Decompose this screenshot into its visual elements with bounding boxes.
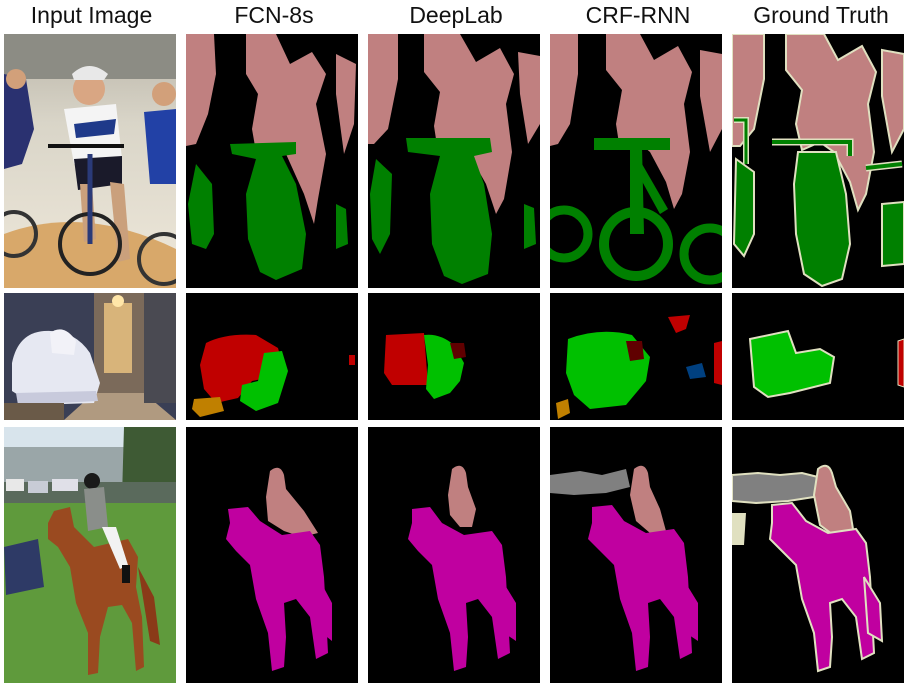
crf-rnn-result-horse-rider: [550, 427, 722, 683]
deeplab-result-cyclists: [368, 34, 540, 288]
deeplab-result-living-room: [368, 293, 540, 420]
column-header-input-image: Input Image: [30, 2, 153, 28]
ground-truth-cyclists: [732, 34, 904, 288]
fcn-8s-result-horse-rider: [186, 427, 358, 683]
column-header-deeplab: DeepLab: [409, 2, 503, 28]
input-image-living-room: [4, 293, 176, 420]
fcn-8s-result-living-room: [186, 293, 358, 420]
column-header-crf-rnn: CRF-RNN: [585, 2, 691, 28]
fcn-8s-result-cyclists: [186, 34, 358, 288]
column-header-fcn-8s: FCN-8s: [234, 2, 314, 28]
input-image-cyclists: [4, 34, 176, 288]
deeplab-result-horse-rider: [368, 427, 540, 683]
column-header-ground-truth: Ground Truth: [753, 2, 889, 28]
ground-truth-living-room: [732, 293, 904, 420]
input-image-horse-rider: [4, 427, 176, 683]
crf-rnn-result-cyclists: [550, 34, 722, 288]
crf-rnn-result-living-room: [550, 293, 722, 420]
ground-truth-horse-rider: [732, 427, 904, 683]
